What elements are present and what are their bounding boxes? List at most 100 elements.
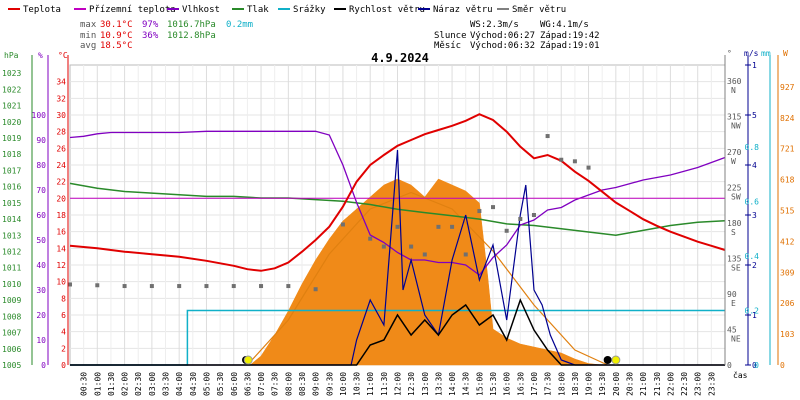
c-tick-label: 30 <box>56 111 66 120</box>
x-tick-label: 12:00 <box>394 372 403 396</box>
temperature-line <box>69 113 726 272</box>
x-axis-label: čas <box>733 370 748 380</box>
sunset-marker <box>603 356 612 364</box>
wind-dir-point <box>545 134 550 139</box>
x-tick-label: 09:30 <box>325 372 334 396</box>
wind-dir-point <box>149 284 154 289</box>
legend-label-smer: Směr větru <box>512 5 566 15</box>
dir-name-label: NW <box>731 121 741 130</box>
wind-dir-point <box>409 244 414 249</box>
x-tick-label: 03:30 <box>162 372 171 396</box>
stat-moon-set: Západ:19:01 <box>540 41 600 51</box>
legend-label-srazky: Srážky <box>293 5 326 15</box>
pct-tick-label: 90 <box>36 136 46 145</box>
hpa-tick-label: 1005 <box>2 361 21 370</box>
x-tick-label: 05:30 <box>216 372 225 396</box>
hpa-tick-label: 1014 <box>2 215 21 224</box>
pct-tick-label: 70 <box>36 186 46 195</box>
dir-tick-label: 45 <box>727 325 737 334</box>
x-tick-label: 01:00 <box>93 372 102 396</box>
dir-tick-label: 315 <box>727 112 742 121</box>
x-tick-label: 08:00 <box>284 372 293 396</box>
x-tick-label: 06:00 <box>230 372 239 396</box>
c-tick-label: 26 <box>56 144 66 153</box>
wind-direction-points <box>68 134 621 365</box>
hpa-tick-label: 1018 <box>2 150 21 159</box>
stat-max-rain: 0.2mm <box>226 20 253 30</box>
legend-label-tlak: Tlak <box>247 5 269 15</box>
w-axis-label: W <box>783 49 788 58</box>
stat-moon-rise: Východ:06:32 <box>470 41 535 51</box>
x-tick-label: 23:00 <box>694 372 703 396</box>
c-tick-label: 8 <box>61 294 66 303</box>
ms-axis-label: m/s <box>744 49 759 58</box>
c-tick-label: 14 <box>56 244 66 253</box>
x-tick-label: 10:30 <box>353 372 362 396</box>
hpa-tick-label: 1023 <box>2 69 21 78</box>
stats-block: max 30.1°C 97% 1016.7hPa 0.2mm min 10.9°… <box>80 20 600 51</box>
stat-ws: WS:2.3m/s <box>470 20 519 30</box>
wind-dir-point <box>395 224 400 229</box>
x-tick-label: 08:30 <box>298 372 307 396</box>
moonrise-marker <box>243 355 253 365</box>
w-tick-label: 515 <box>780 207 795 216</box>
stat-wg: WG:4.1m/s <box>540 20 589 30</box>
dir-name-label: W <box>731 157 736 166</box>
x-tick-label: 04:30 <box>189 372 198 396</box>
hpa-tick-label: 1008 <box>2 312 21 321</box>
c-tick-label: 4 <box>61 328 66 337</box>
ms-tick-label: 1 <box>752 61 757 70</box>
c-tick-label: 24 <box>56 161 66 170</box>
stat-sun-set: Západ:19:42 <box>540 31 600 41</box>
moonset-marker <box>611 355 621 365</box>
wind-dir-point <box>450 224 455 229</box>
x-tick-label: 11:00 <box>366 372 375 396</box>
c-tick-label: 32 <box>56 94 66 103</box>
w-tick-label: 721 <box>780 145 795 154</box>
x-tick-label: 01:30 <box>107 372 116 396</box>
hpa-tick-label: 1019 <box>2 134 21 143</box>
hpa-tick-label: 1009 <box>2 296 21 305</box>
x-tick-label: 22:30 <box>680 372 689 396</box>
wind-dir-point <box>204 284 209 289</box>
hpa-tick-label: 1010 <box>2 280 21 289</box>
hpa-tick-label: 1007 <box>2 329 21 338</box>
w-tick-label: 412 <box>780 237 795 246</box>
pct-axis-label: % <box>38 51 43 60</box>
c-tick-label: 2 <box>61 344 66 353</box>
x-tick-label: 19:30 <box>598 372 607 396</box>
axes: 00:30 01:00 01:30 02:00 02:30 03:00 03:30 04:00… <box>2 49 795 396</box>
mm-tick-label: 0.8 <box>745 143 760 152</box>
hpa-tick-label: 1011 <box>2 264 21 273</box>
x-tick-label: 14:00 <box>448 372 457 396</box>
dir-name-label: SW <box>731 192 741 201</box>
x-tick-label: 13:00 <box>421 372 430 396</box>
stat-max-temp: 30.1°C <box>100 20 133 30</box>
x-tick-label: 17:30 <box>544 372 553 396</box>
ms-tick-label: 0 <box>752 361 757 370</box>
hpa-tick-label: 1021 <box>2 102 21 111</box>
stat-min-hum: 36% <box>142 31 159 41</box>
w-tick-label: 309 <box>780 268 795 277</box>
wind-dir-point <box>518 216 523 221</box>
hpa-tick-label: 1020 <box>2 118 21 127</box>
c-tick-label: 6 <box>61 311 66 320</box>
series-lines <box>69 113 726 366</box>
pct-tick-label: 80 <box>36 161 46 170</box>
c-tick-label: 12 <box>56 261 66 270</box>
c-tick-label: 16 <box>56 228 66 237</box>
wind-dir-point <box>231 284 236 289</box>
pct-tick-label: 20 <box>36 311 46 320</box>
x-tick-label: 17:00 <box>530 372 539 396</box>
stat-max-hum: 97% <box>142 20 159 30</box>
stat-sun-rise: Východ:06:27 <box>470 31 535 41</box>
wind-dir-point <box>340 222 345 227</box>
x-tick-label: 23:30 <box>707 372 716 396</box>
pct-tick-label: 30 <box>36 286 46 295</box>
x-tick-label: 06:30 <box>243 372 252 396</box>
stat-sun-label: Slunce <box>434 31 467 41</box>
x-tick-label: 11:30 <box>380 372 389 396</box>
x-tick-label: 02:00 <box>121 372 130 396</box>
c-axis-label: °C <box>58 51 68 60</box>
